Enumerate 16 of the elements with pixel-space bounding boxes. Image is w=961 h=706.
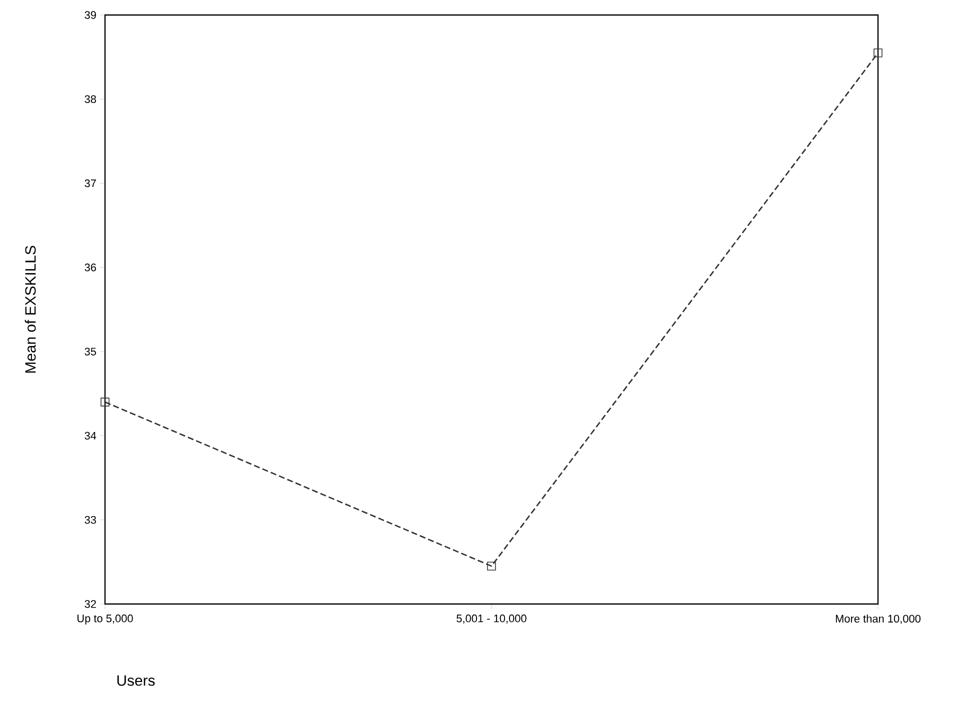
x-tick-label: 5,001 - 10,000	[456, 614, 526, 624]
point	[100, 398, 110, 406]
y-tick-label: 34	[84, 432, 96, 440]
y-tick-label: 37	[84, 179, 96, 188]
y-axis-title: Mean of EXSKILLS	[24, 246, 36, 373]
point	[487, 562, 496, 571]
y-tick-label: 32	[84, 600, 96, 608]
point	[874, 48, 882, 58]
y-tick-label: 38	[84, 95, 96, 104]
x-axis-title: Users	[117, 675, 155, 686]
y-tick-label: 33	[84, 516, 96, 524]
x-tick-label: Up to 5,000	[78, 614, 133, 624]
y-tick-label: 36	[84, 264, 96, 272]
y-tick-label: 35	[84, 348, 96, 356]
y-tick-label: 39	[84, 11, 96, 19]
x-tick-label: More than 10,000	[836, 614, 921, 624]
